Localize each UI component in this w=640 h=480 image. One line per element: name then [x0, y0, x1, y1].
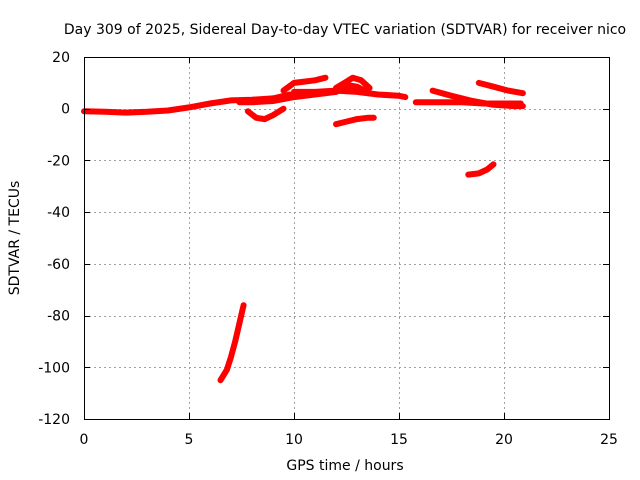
y-axis-label: SDTVAR / TECUs [7, 181, 23, 296]
y-tick-label: -60 [47, 257, 70, 273]
y-tick-label: 0 [61, 102, 70, 118]
y-tick-labels: -120 -100 -80 -60 -40 -20 0 20 [38, 50, 70, 428]
x-tick-label: 20 [495, 432, 513, 448]
y-tick-label: -120 [38, 412, 70, 428]
series-track-7 [333, 114, 377, 128]
y-tick-label: -100 [38, 360, 70, 376]
x-tick-label: 10 [285, 432, 303, 448]
y-tick-label: 20 [52, 50, 70, 66]
series-track-12 [217, 302, 247, 384]
axis-ticks [84, 57, 610, 420]
grid [84, 57, 609, 419]
x-tick-label: 25 [600, 432, 618, 448]
y-tick-label: -20 [47, 153, 70, 169]
series-track-3 [280, 74, 329, 94]
y-tick-label: -40 [47, 205, 70, 221]
series-track-11 [465, 161, 497, 178]
x-axis-label: GPS time / hours [286, 458, 403, 474]
series-track-6 [244, 105, 287, 123]
series-track-9 [429, 87, 526, 110]
x-tick-label: 0 [80, 432, 89, 448]
chart-title: Day 309 of 2025, Sidereal Day-to-day VTE… [64, 22, 626, 38]
x-tick-label: 15 [390, 432, 408, 448]
series-track-5 [291, 87, 409, 101]
series-track-10 [475, 79, 526, 97]
x-tick-labels: 0 5 10 15 20 25 [80, 432, 618, 448]
data-series [81, 74, 526, 384]
x-tick-label: 5 [185, 432, 194, 448]
series-track-4 [333, 74, 373, 91]
plot-frame [84, 57, 610, 420]
y-tick-label: -80 [47, 309, 70, 325]
